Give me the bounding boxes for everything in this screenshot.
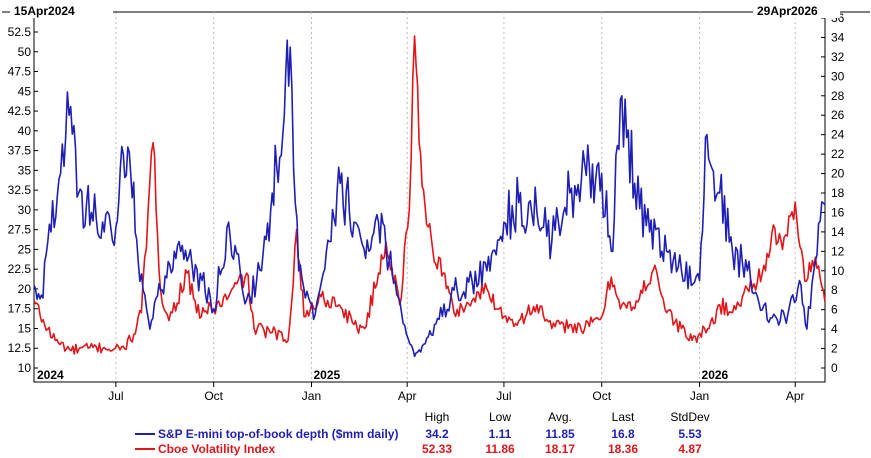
right-tick-label: 18 bbox=[831, 186, 845, 200]
left-tick-label: 32.5 bbox=[8, 183, 32, 197]
start-date-label: 15Apr2024 bbox=[14, 4, 75, 18]
series-line-depth bbox=[33, 39, 826, 358]
left-tick-label: 47.5 bbox=[8, 65, 32, 79]
stats-value: 4.87 bbox=[678, 442, 702, 456]
x-tick-label: Oct bbox=[592, 389, 611, 403]
left-tick-label: 30 bbox=[18, 203, 32, 217]
left-axis: 52.5 50 47.5 45 42.5 40 37.5 35 32.5 30 27.5 25 22.5… bbox=[8, 25, 38, 375]
stats-header: Low bbox=[489, 410, 511, 424]
left-tick-label: 10 bbox=[18, 361, 32, 375]
x-tick-label: Jan bbox=[690, 389, 709, 403]
left-tick-label: 37.5 bbox=[8, 144, 32, 158]
stats-value: 16.8 bbox=[611, 427, 635, 441]
right-tick-label: 24 bbox=[831, 128, 845, 142]
left-tick-label: 17.5 bbox=[8, 302, 32, 316]
right-tick-label: 12 bbox=[831, 244, 845, 258]
left-tick-label: 42.5 bbox=[8, 104, 32, 118]
year-label: 2025 bbox=[313, 368, 340, 382]
legend-label: Cboe Volatility Index bbox=[158, 442, 275, 456]
x-tick-label: Jul bbox=[108, 389, 123, 403]
x-tick-label: Jan bbox=[302, 389, 321, 403]
stats-header: High bbox=[425, 410, 450, 424]
right-tick-label: 22 bbox=[831, 147, 845, 161]
right-tick-label: 2 bbox=[831, 342, 838, 356]
left-tick-label: 27.5 bbox=[8, 223, 32, 237]
left-tick-label: 52.5 bbox=[8, 25, 32, 39]
series-layer bbox=[33, 35, 826, 358]
stats-value: 11.85 bbox=[545, 427, 575, 441]
stats-value: 5.53 bbox=[678, 427, 702, 441]
stats-value: 1.11 bbox=[489, 427, 512, 441]
right-tick-label: 34 bbox=[831, 30, 845, 44]
right-tick-label: 26 bbox=[831, 108, 845, 122]
right-tick-label: 30 bbox=[831, 69, 845, 83]
right-tick-label: 10 bbox=[831, 264, 845, 278]
left-tick-label: 12.5 bbox=[8, 341, 32, 355]
x-tick-label: Oct bbox=[204, 389, 223, 403]
left-tick-label: 45 bbox=[18, 84, 32, 98]
plot-area bbox=[33, 11, 826, 383]
stats-header: Last bbox=[612, 410, 635, 424]
stats-header: Avg. bbox=[548, 410, 572, 424]
x-tick-label: Apr bbox=[398, 389, 417, 403]
left-tick-label: 22.5 bbox=[8, 262, 32, 276]
x-axis: Jul Oct Jan Apr Jul Oct Jan Apr 2024 2025 2026 bbox=[37, 368, 805, 403]
stats-value: 34.2 bbox=[425, 427, 449, 441]
legend-label: S&P E-mini top-of-book depth ($mm daily) bbox=[158, 427, 398, 441]
right-tick-label: 14 bbox=[831, 225, 845, 239]
stats-header: StdDev bbox=[670, 410, 709, 424]
right-tick-label: 20 bbox=[831, 167, 845, 181]
left-tick-label: 25 bbox=[18, 242, 32, 256]
stats-value: 18.17 bbox=[545, 442, 575, 456]
x-tick-label: Jul bbox=[496, 389, 511, 403]
right-tick-label: 16 bbox=[831, 205, 845, 219]
stats-value: 11.86 bbox=[485, 442, 515, 456]
right-tick-label: 28 bbox=[831, 89, 845, 103]
left-tick-label: 40 bbox=[18, 124, 32, 138]
year-label: 2024 bbox=[37, 368, 64, 382]
series-line-vix bbox=[33, 35, 826, 355]
x-tick-label: Apr bbox=[786, 389, 805, 403]
left-tick-label: 35 bbox=[18, 163, 32, 177]
stats-value: 52.33 bbox=[422, 442, 452, 456]
right-tick-label: 0 bbox=[831, 361, 838, 375]
stats-value: 18.36 bbox=[608, 442, 638, 456]
end-date-label: 29Apr2026 bbox=[757, 4, 818, 18]
legend: High Low Avg. Last StdDev S&P E-mini top-of-b… bbox=[135, 410, 710, 456]
right-tick-label: 32 bbox=[831, 50, 845, 64]
right-tick-label: 4 bbox=[831, 322, 838, 336]
left-tick-label: 50 bbox=[18, 45, 32, 59]
grid bbox=[115, 12, 796, 382]
left-tick-label: 20 bbox=[18, 282, 32, 296]
right-tick-label: 6 bbox=[831, 303, 838, 317]
left-tick-label: 15 bbox=[18, 321, 32, 335]
year-label: 2026 bbox=[702, 368, 729, 382]
right-tick-label: 8 bbox=[831, 283, 838, 297]
